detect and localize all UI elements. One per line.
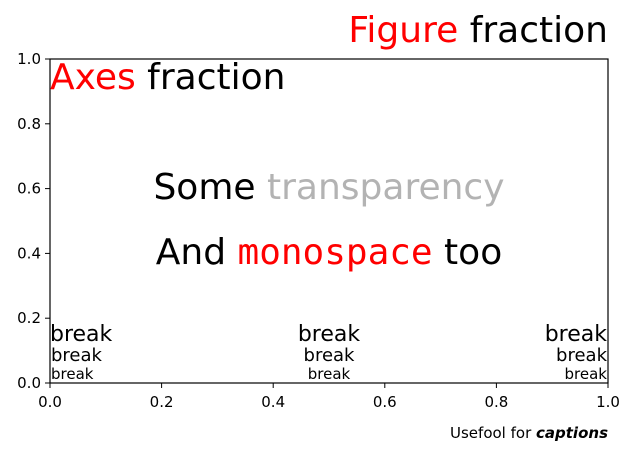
break-center-small: break xyxy=(308,365,351,383)
x-tick-label-1: 0.2 xyxy=(150,393,174,411)
monospace-line-start: And xyxy=(156,232,238,273)
y-tick-label-5: 1.0 xyxy=(17,50,41,68)
monospace-line: And monospace too xyxy=(156,232,502,273)
break-center-large: break xyxy=(298,322,361,347)
monospace-line-end: too xyxy=(433,232,503,273)
break-right-large: break xyxy=(545,322,608,347)
break-left-large: break xyxy=(50,322,113,347)
monospace-word: monospace xyxy=(238,232,433,273)
axes-label-rest: fraction xyxy=(136,57,286,98)
caption: Usefool for captions xyxy=(450,424,608,442)
x-tick-label-2: 0.4 xyxy=(261,393,285,411)
axes-fraction-label: Axes fraction xyxy=(50,57,285,98)
transparency-word: transparency xyxy=(267,167,505,208)
y-tick-label-0: 0.0 xyxy=(17,374,41,392)
x-tick-label-0: 0.0 xyxy=(38,393,62,411)
y-tick-label-1: 0.2 xyxy=(17,309,41,327)
caption-emphasis: captions xyxy=(536,424,608,442)
figure-title: Figure fraction xyxy=(348,10,608,51)
figure-title-rest: fraction xyxy=(458,10,608,51)
y-tick-label-4: 0.8 xyxy=(17,115,41,133)
figure-title-highlight: Figure xyxy=(348,10,458,51)
y-axis-ticks: 0.0 0.2 0.4 0.6 0.8 1.0 xyxy=(17,50,50,392)
axes-label-highlight: Axes xyxy=(50,57,136,98)
break-left-medium: break xyxy=(51,345,103,366)
x-tick-label-3: 0.6 xyxy=(373,393,397,411)
break-left-small: break xyxy=(51,365,94,383)
axes-frame xyxy=(49,58,609,384)
transparency-line: Some transparency xyxy=(153,167,504,208)
x-tick-label-5: 1.0 xyxy=(596,393,620,411)
x-axis-ticks: 0.0 0.2 0.4 0.6 0.8 1.0 xyxy=(38,383,620,411)
y-tick-label-3: 0.6 xyxy=(17,180,41,198)
y-tick-label-2: 0.4 xyxy=(17,244,41,262)
break-center-medium: break xyxy=(304,345,356,366)
break-right-medium: break xyxy=(556,345,608,366)
break-right-small: break xyxy=(565,365,608,383)
transparency-line-start: Some xyxy=(153,167,267,208)
x-tick-label-4: 0.8 xyxy=(484,393,508,411)
caption-text: Usefool for xyxy=(450,424,536,442)
